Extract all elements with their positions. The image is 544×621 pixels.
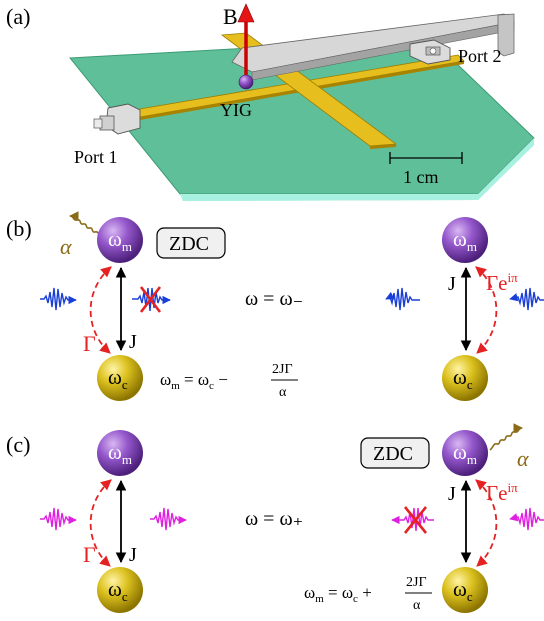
- magnon-sphere-left: ωm: [97, 217, 143, 263]
- coupling-j-label-left: J: [129, 331, 137, 353]
- fraction-denominator-b: α: [279, 385, 287, 400]
- cavity-sphere-right-c: ωc: [442, 567, 488, 613]
- coupling-j-label-right-b: J: [448, 273, 456, 295]
- bridge-bar: [231, 13, 515, 81]
- panel-c-label: (c): [6, 432, 30, 457]
- gamma-label-left: Γ: [83, 331, 96, 356]
- relation-b: ωm = ωc − 2JΓ α: [160, 362, 298, 400]
- zdc-label-b: ZDC: [169, 233, 209, 255]
- svg-text:ωc: ωc: [453, 365, 473, 392]
- magnon-sphere-left-c: ωm: [97, 430, 143, 476]
- yig-sphere: [238, 74, 254, 90]
- magnon-sphere-right-c: ωm: [442, 430, 488, 476]
- substrate-board: [68, 37, 535, 201]
- gamma-phase-label-c: Γeiπ: [486, 480, 518, 505]
- panel-b-label: (b): [6, 216, 32, 241]
- magnon-sphere-label: ωm: [108, 227, 132, 254]
- panel-b: (b) α ωm ωc ZDC J Γ: [6, 211, 544, 401]
- yig-label: YIG: [220, 100, 252, 120]
- wave-blocked-c: [391, 506, 434, 534]
- alpha-label-c: α: [517, 446, 529, 471]
- panel-a: (a): [6, 3, 535, 201]
- scale-bar-label: 1 cm: [403, 167, 439, 187]
- svg-text:ωm: ωm: [453, 227, 477, 254]
- alpha-dissipation-wave: [69, 211, 103, 239]
- fraction-denominator-c: α: [413, 598, 421, 613]
- fraction-numerator-b: 2JΓ: [272, 362, 293, 377]
- scale-bar: [389, 152, 463, 164]
- port2-connector: [409, 39, 451, 65]
- gamma-phase-arc-right-b: [475, 266, 498, 354]
- wave-input-right-c: [509, 507, 544, 531]
- coupling-j-label-right-c: J: [448, 483, 456, 505]
- panel-a-label: (a): [6, 4, 30, 29]
- cavity-sphere-right-b: ωc: [442, 355, 488, 401]
- svg-text:ωm = ωc −: ωm = ωc −: [160, 370, 228, 392]
- gamma-dissipative-arc-left: [89, 266, 112, 354]
- condition-label-c: ω = ω₊: [245, 508, 303, 530]
- b-field-arrow: [237, 3, 255, 75]
- coupling-j-label-left-c: J: [129, 544, 137, 566]
- alpha-label: α: [60, 234, 72, 259]
- gamma-dissipative-arc-left-c: [89, 479, 112, 567]
- condition-label-b: ω = ω₋: [245, 288, 303, 310]
- wave-output-right-c: [150, 507, 187, 531]
- svg-text:ωc: ωc: [453, 577, 473, 604]
- gamma-phase-label-b: Γeiπ: [486, 270, 518, 295]
- wave-input-left-b: [40, 287, 77, 311]
- fraction-numerator-c: 2JΓ: [406, 575, 427, 590]
- panel-c: (c) ωm ωc J Γ ω = ω₊ ZDC ωm ωc: [6, 423, 544, 613]
- cavity-sphere-label: ωc: [108, 365, 128, 392]
- zdc-box-c: ZDC: [360, 437, 430, 469]
- gamma-phase-arc-right-c: [475, 479, 498, 567]
- wave-blocked-b: [132, 286, 171, 313]
- wave-input-right-b: [509, 287, 544, 311]
- port1-label: Port 1: [74, 147, 118, 167]
- gamma-label-left-c: Γ: [83, 542, 96, 567]
- wave-output-left-b: [385, 287, 420, 311]
- port2-label: Port 2: [458, 46, 502, 66]
- magnon-sphere-right-b: ωm: [442, 217, 488, 263]
- zdc-box-b: ZDC: [156, 227, 226, 259]
- svg-text:ωm: ωm: [108, 440, 132, 467]
- zdc-label-c: ZDC: [373, 443, 413, 465]
- cavity-sphere-left-c: ωc: [97, 567, 143, 613]
- svg-text:ωm = ωc +: ωm = ωc +: [304, 583, 372, 605]
- wave-input-left-c: [40, 507, 77, 531]
- svg-text:ωc: ωc: [108, 577, 128, 604]
- svg-text:ωm: ωm: [453, 440, 477, 467]
- b-field-label: B: [223, 4, 238, 29]
- cavity-sphere-left: ωc: [97, 355, 143, 401]
- port1-connector: [93, 103, 141, 135]
- alpha-dissipation-wave-c: [489, 423, 523, 451]
- relation-c: ωm = ωc + 2JΓ α: [304, 575, 432, 613]
